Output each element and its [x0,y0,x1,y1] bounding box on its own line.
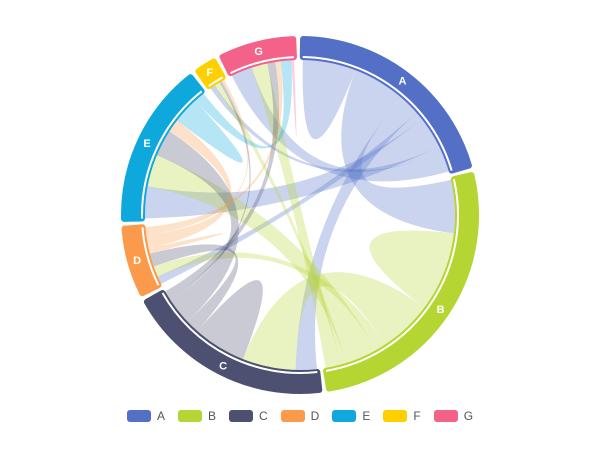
legend-label: D [310,409,320,423]
legend-item-C[interactable]: C [228,409,268,423]
ribbon-E-E[interactable] [175,99,243,163]
ribbon-B-D[interactable] [151,252,387,352]
group-inner-edge-F [208,76,224,87]
legend-swatch [228,410,253,422]
group-inner-edge-G [230,56,294,75]
legend: A B C D E F G [0,409,600,423]
legend-label: B [207,409,216,423]
group-inner-edge-D [141,227,160,286]
ribbons [143,58,457,373]
ribbon-E-G[interactable] [194,58,292,149]
legend-item-B[interactable]: B [177,409,216,423]
legend-item-A[interactable]: A [126,409,165,423]
group-label-B: B [437,304,445,316]
ribbon-B-E[interactable] [145,154,378,365]
legend-label: A [156,409,165,423]
ribbon-B-F[interactable] [213,80,348,367]
ribbon-B-C[interactable] [242,272,426,372]
group-inner-edge-A [302,56,453,171]
legend-item-D[interactable]: D [280,409,320,423]
ribbon-A-D[interactable] [155,111,424,285]
ribbon-D-G[interactable] [143,59,283,233]
legend-item-G[interactable]: G [433,409,474,423]
legend-swatch [332,410,357,422]
group-label-G: G [254,46,263,58]
ribbon-D-D[interactable] [146,233,224,255]
legend-label: F [413,409,421,423]
ribbon-D-E[interactable] [144,119,232,249]
ribbon-B-B[interactable] [369,230,456,309]
group-label-D: D [133,255,141,267]
legend-swatch [177,410,202,422]
group-label-F: F [206,67,213,79]
ribbon-G-G[interactable] [291,58,297,137]
legend-label: E [362,409,371,423]
legend-item-E[interactable]: E [332,409,370,423]
ribbon-B-G[interactable] [251,61,342,370]
ribbon-A-B[interactable] [341,68,457,234]
ribbon-C-D[interactable] [147,244,239,333]
legend-item-F[interactable]: F [383,409,421,423]
ribbon-A-A[interactable] [302,58,357,140]
ribbon-C-G[interactable] [163,60,279,300]
group-label-E: E [143,138,150,150]
ribbon-A-E[interactable] [143,117,441,219]
ribbon-A-G[interactable] [230,65,451,182]
legend-label: C [258,409,268,423]
legend-swatch [383,410,408,422]
group-inner-edge-E [141,90,203,219]
group-inner-edge-C [161,292,318,374]
ribbon-C-E[interactable] [155,130,239,324]
ribbon-A-C[interactable] [295,96,419,373]
group-arcs [121,36,479,394]
legend-label: G [463,409,474,423]
legend-swatch [280,410,305,422]
ribbon-C-C[interactable] [195,280,263,361]
group-labels: A B C D E F G [133,46,445,372]
group-inner-edge-B [325,178,459,372]
group-label-C: C [219,360,227,372]
legend-swatch [433,410,458,422]
legend-swatch [126,410,151,422]
group-label-A: A [399,76,407,88]
